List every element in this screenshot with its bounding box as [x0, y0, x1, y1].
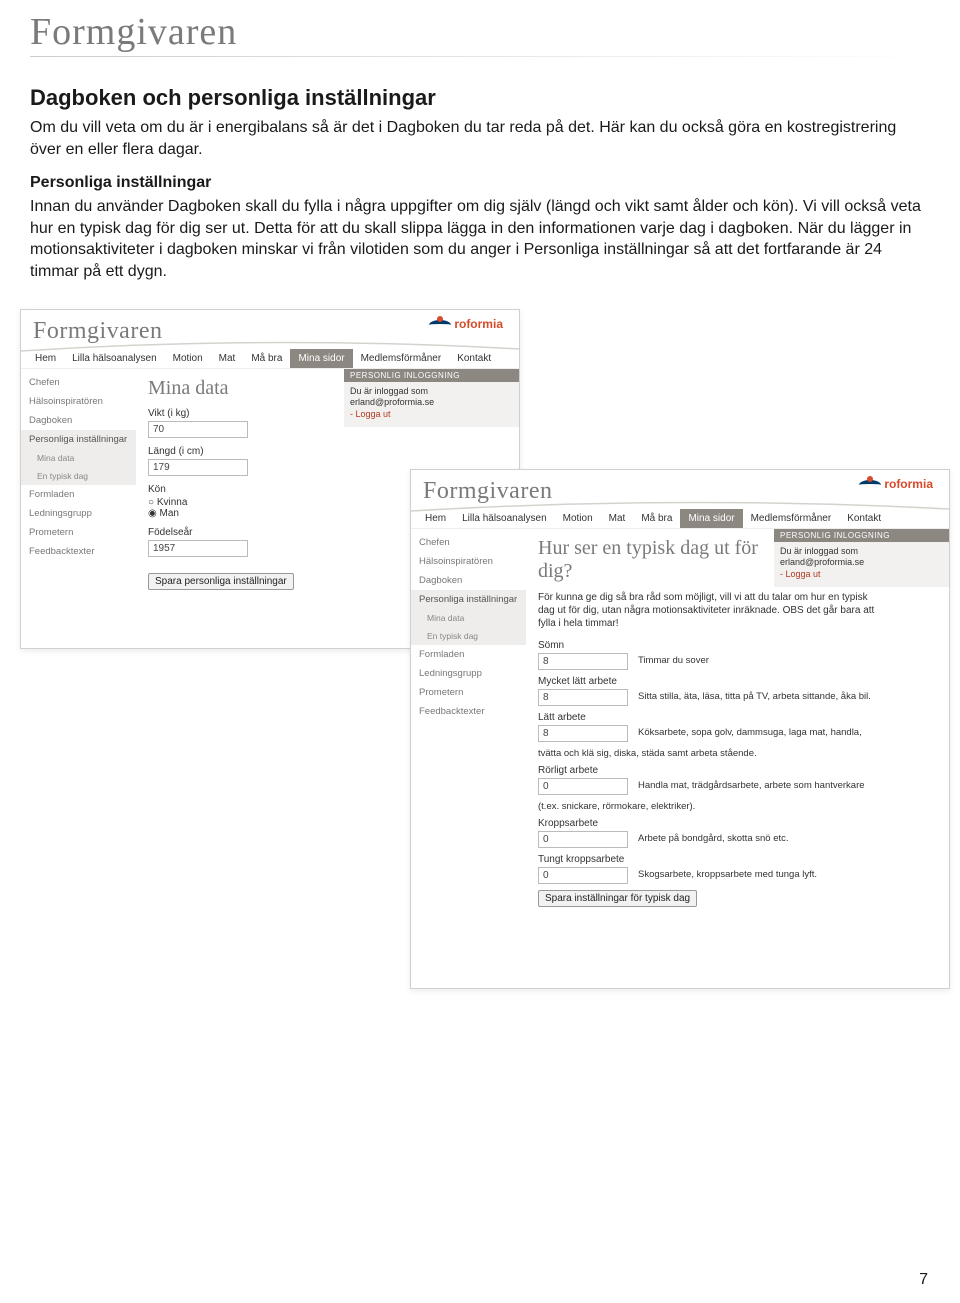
- mini-header: Formgivaren roformia: [411, 470, 949, 509]
- sidebar-item[interactable]: Chefen: [411, 533, 526, 552]
- login-status: Du är inloggad som erland@proformia.se: [350, 386, 513, 409]
- save-mina-data-button[interactable]: Spara personliga inställningar: [148, 573, 294, 590]
- activity-label: Sömn: [538, 640, 937, 651]
- logout-link[interactable]: - Logga ut: [780, 569, 943, 581]
- vikt-input[interactable]: 70: [148, 421, 248, 438]
- sidebar-item[interactable]: Personliga inställningar: [21, 430, 136, 449]
- sidebar-item[interactable]: Formladen: [411, 645, 526, 664]
- sidebar-item[interactable]: Hälsoinspiratören: [21, 392, 136, 411]
- radio-man-label: Man: [160, 508, 179, 519]
- screenshots-container: Formgivaren roformia HemLilla hälsoanaly…: [30, 309, 930, 1009]
- activity-row: Tungt kroppsarbete 0 Skogsarbete, kroppsar…: [538, 854, 937, 884]
- langd-input[interactable]: 179: [148, 459, 248, 476]
- doc-subheading: Personliga inställningar: [30, 174, 930, 192]
- logo-mark-icon: [859, 476, 881, 492]
- activity-desc: Skogsarbete, kroppsarbete med tunga lyft…: [638, 867, 937, 880]
- doc-paragraph-2: Innan du använder Dagboken skall du fyll…: [30, 196, 930, 282]
- activity-note: tvätta och klä sig, diska, städa samt ar…: [538, 748, 937, 759]
- sidebar: ChefenHälsoinspiratörenDagbokenPersonlig…: [21, 369, 136, 598]
- doc-section: Dagboken och personliga inställningar Om…: [30, 85, 930, 283]
- sidebar-item[interactable]: Dagboken: [411, 571, 526, 590]
- activity-row: Lätt arbete 8 Köksarbete, sopa golv, damms…: [538, 712, 937, 742]
- activity-label: Kroppsarbete: [538, 818, 937, 829]
- screenshot-typisk-dag: Formgivaren roformia HemLilla hälsoanaly…: [410, 469, 950, 989]
- proformia-logo: roformia: [429, 316, 503, 332]
- sidebar-item[interactable]: Hälsoinspiratören: [411, 552, 526, 571]
- page-header: Formgivaren: [30, 10, 930, 57]
- sidebar-item[interactable]: Prometern: [21, 523, 136, 542]
- sidebar-item[interactable]: Ledningsgrupp: [21, 504, 136, 523]
- activity-desc: Arbete på bondgård, skotta snö etc.: [638, 831, 937, 844]
- logo-text: roformia: [454, 317, 503, 331]
- sidebar: ChefenHälsoinspiratörenDagbokenPersonlig…: [411, 529, 526, 915]
- login-heading: PERSONLIG INLOGGNING: [774, 529, 949, 542]
- save-typisk-dag-button[interactable]: Spara inställningar för typisk dag: [538, 890, 697, 907]
- sidebar-item[interactable]: Feedbacktexter: [21, 542, 136, 561]
- activity-desc: Köksarbete, sopa golv, dammsuga, laga ma…: [638, 725, 937, 738]
- activity-note: (t.ex. snickare, rörmokare, elektriker).: [538, 801, 937, 812]
- sidebar-item[interactable]: Mina data: [411, 609, 526, 627]
- sidebar-item[interactable]: En typisk dag: [411, 627, 526, 645]
- radio-kvinna-label: Kvinna: [157, 497, 188, 508]
- login-heading: PERSONLIG INLOGGNING: [344, 369, 519, 382]
- sidebar-item[interactable]: En typisk dag: [21, 467, 136, 485]
- logo-mark-icon: [429, 316, 451, 332]
- activity-label: Lätt arbete: [538, 712, 937, 723]
- page-title: Hur ser en typisk dag ut för dig?: [538, 537, 768, 583]
- sidebar-item[interactable]: Prometern: [411, 683, 526, 702]
- activity-row: Kroppsarbete 0 Arbete på bondgård, skotta …: [538, 818, 937, 848]
- logout-link[interactable]: - Logga ut: [350, 409, 513, 421]
- activity-label: Tungt kroppsarbete: [538, 854, 937, 865]
- proformia-logo: roformia: [859, 476, 933, 492]
- doc-heading: Dagboken och personliga inställningar: [30, 85, 930, 111]
- mini-header: Formgivaren roformia: [21, 310, 519, 349]
- activity-desc: Handla mat, trädgårdsarbete, arbete som …: [638, 778, 937, 791]
- swoosh-icon: [411, 499, 949, 513]
- brand-title: Formgivaren: [30, 10, 930, 54]
- activity-row: Sömn 8 Timmar du sover: [538, 640, 937, 670]
- main-content: PERSONLIG INLOGGNING Du är inloggad som …: [526, 529, 949, 915]
- activity-input[interactable]: 8: [538, 689, 628, 706]
- login-status: Du är inloggad som erland@proformia.se: [780, 546, 943, 569]
- logo-text: roformia: [884, 477, 933, 491]
- radio-man[interactable]: ◉ Man: [148, 508, 179, 519]
- fodelsear-input[interactable]: 1957: [148, 540, 248, 557]
- activity-desc: Sitta stilla, äta, läsa, titta på TV, ar…: [638, 689, 937, 702]
- sidebar-item[interactable]: Ledningsgrupp: [411, 664, 526, 683]
- brand-rule: [30, 56, 930, 57]
- activity-input[interactable]: 8: [538, 725, 628, 742]
- activity-input[interactable]: 0: [538, 831, 628, 848]
- sidebar-item[interactable]: Mina data: [21, 449, 136, 467]
- langd-label: Längd (i cm): [148, 446, 507, 457]
- page-number: 7: [919, 1271, 928, 1289]
- doc-paragraph-1: Om du vill veta om du är i energibalans …: [30, 117, 930, 160]
- activity-desc: Timmar du sover: [638, 653, 937, 666]
- activity-label: Rörligt arbete: [538, 765, 937, 776]
- activity-input[interactable]: 0: [538, 778, 628, 795]
- activity-label: Mycket lätt arbete: [538, 676, 937, 687]
- activity-input[interactable]: 8: [538, 653, 628, 670]
- swoosh-icon: [21, 339, 519, 353]
- login-box: PERSONLIG INLOGGNING Du är inloggad som …: [774, 529, 949, 587]
- sidebar-item[interactable]: Feedbacktexter: [411, 702, 526, 721]
- activity-row: Mycket lätt arbete 8 Sitta stilla, äta, lä…: [538, 676, 937, 706]
- sidebar-item[interactable]: Chefen: [21, 373, 136, 392]
- activity-input[interactable]: 0: [538, 867, 628, 884]
- sidebar-item[interactable]: Dagboken: [21, 411, 136, 430]
- intro-text: För kunna ge dig så bra råd som möjligt,…: [538, 591, 878, 630]
- radio-kvinna[interactable]: ○ Kvinna: [148, 497, 187, 508]
- sidebar-item[interactable]: Personliga inställningar: [411, 590, 526, 609]
- activity-row: Rörligt arbete 0 Handla mat, trädgårdsarbe…: [538, 765, 937, 795]
- login-box: PERSONLIG INLOGGNING Du är inloggad som …: [344, 369, 519, 427]
- sidebar-item[interactable]: Formladen: [21, 485, 136, 504]
